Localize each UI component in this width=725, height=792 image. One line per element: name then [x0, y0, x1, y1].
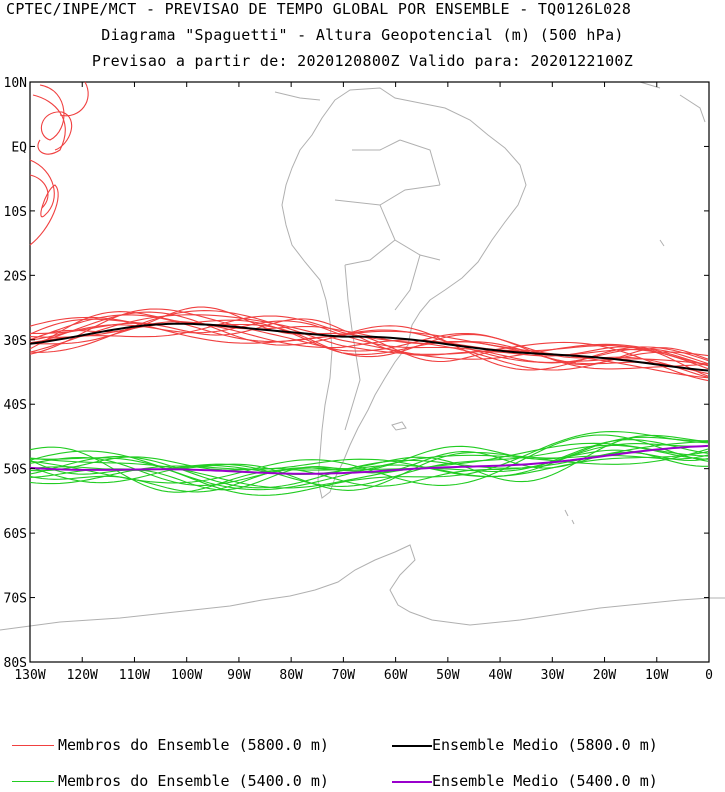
loop-contour: [32, 94, 66, 155]
lon-tick-label: 0: [705, 668, 713, 680]
loop-contour: [29, 174, 49, 209]
spaghetti-map: 10N EQ 10S 20S 30S 40S 50S 60S 70S 80S 130W 120W 11…: [0, 76, 725, 680]
loop-contour: [39, 84, 73, 151]
lon-tick-label: 10W: [645, 668, 669, 680]
member-5400-contour: [29, 442, 709, 489]
lon-tick-label: 50W: [436, 668, 460, 680]
member-5400-contour: [29, 445, 708, 493]
legend-swatch-mean-5800: [392, 745, 432, 747]
lat-tick-label: 80S: [4, 656, 27, 671]
member-5800-contour: [29, 314, 709, 365]
member-5800-contour: [29, 322, 709, 367]
coastline-layer: [0, 81, 725, 631]
member-5400-contour: [29, 443, 709, 484]
caribbean-coastline: [274, 81, 706, 123]
lon-tick-label: 90W: [227, 668, 251, 680]
loop-contour: [59, 81, 89, 117]
lon-tick-label: 40W: [488, 668, 512, 680]
lon-tick-label: 70W: [332, 668, 356, 680]
antarctica-coastline: [0, 544, 725, 631]
loop-contour: [29, 159, 59, 246]
legend-swatch-members-5800: [12, 745, 54, 746]
member-5800-contour: [29, 311, 709, 371]
lon-tick-label: 80W: [279, 668, 303, 680]
longitude-labels: 130W 120W 110W 100W 90W 80W 70W 60W 50W 40W 30W 20W…: [14, 668, 713, 680]
legend-label-mean-5800: Ensemble Medio (5800.0 m): [432, 736, 658, 754]
legend-swatch-mean-5400: [392, 781, 432, 783]
member-5400-contour: [29, 431, 709, 496]
mean-5800-contour: [29, 322, 709, 372]
member-5800-contour: [30, 318, 709, 377]
lat-tick-label: 50S: [4, 463, 27, 478]
lat-tick-label: 30S: [4, 334, 27, 349]
ensemble-means-group: [29, 322, 709, 475]
axis-ticks: [29, 81, 710, 663]
member-5400-contour: [29, 444, 709, 487]
legend-label-members-5400: Membros do Ensemble (5400.0 m): [58, 772, 329, 790]
title-line-2: Diagrama "Spaguetti" - Altura Geopotenci…: [101, 26, 624, 44]
lon-tick-label: 110W: [119, 668, 150, 680]
lon-tick-label: 120W: [67, 668, 98, 680]
country-borders: [334, 139, 441, 431]
members-5800-group: [29, 306, 709, 382]
members-5400-group: [29, 431, 709, 496]
lon-tick-label: 100W: [171, 668, 202, 680]
lon-tick-label: 20W: [593, 668, 617, 680]
legend-label-members-5800: Membros do Ensemble (5800.0 m): [58, 736, 329, 754]
lat-tick-label: 70S: [4, 592, 27, 607]
lon-tick-label: 30W: [541, 668, 565, 680]
legend-label-mean-5400: Ensemble Medio (5400.0 m): [432, 772, 658, 790]
legend-swatch-members-5400: [12, 781, 54, 782]
latitude-labels: 10N EQ 10S 20S 30S 40S 50S 60S 70S 80S: [4, 76, 28, 671]
lat-tick-label: EQ: [11, 140, 27, 155]
island-outlines: [391, 239, 665, 525]
lat-tick-label: 40S: [4, 398, 27, 413]
lon-tick-label: 60W: [384, 668, 408, 680]
lat-tick-label: 10S: [4, 205, 27, 220]
title-line-1: CPTEC/INPE/MCT - PREVISAO DE TEMPO GLOBA…: [6, 0, 632, 18]
mean-5400-contour: [29, 444, 709, 475]
lat-tick-label: 60S: [4, 527, 27, 542]
title-line-3: Previsao a partir de: 2020120800Z Valido…: [91, 52, 634, 70]
member-5400-contour: [29, 436, 709, 487]
plot-frame: [29, 81, 710, 663]
members-5800-loops: [29, 81, 89, 246]
lat-tick-label: 20S: [4, 269, 27, 284]
south-america-coastline: [281, 87, 527, 499]
member-5800-contour: [29, 308, 709, 370]
lat-tick-label: 10N: [4, 76, 27, 91]
lon-tick-label: 130W: [14, 668, 45, 680]
